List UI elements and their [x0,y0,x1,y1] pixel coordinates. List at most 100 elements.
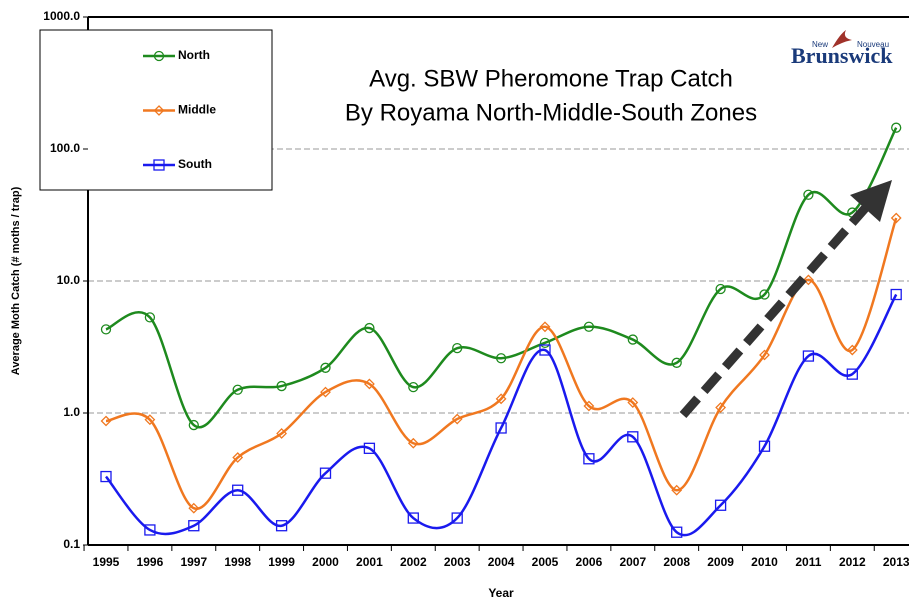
logo-icon [832,30,852,48]
x-tick-label: 2003 [444,555,471,569]
marker [671,357,682,368]
marker [408,381,419,393]
y-tick-label: 0.1 [63,537,80,551]
marker [759,289,770,300]
trend-arrow-head [850,180,892,222]
marker [407,512,419,524]
marker [100,415,112,427]
x-tick-label: 1996 [137,555,164,569]
legend-marker [153,105,165,116]
x-tick-label: 1995 [93,555,120,569]
logo-text: Brunswick [791,43,893,68]
marker [276,380,287,392]
marker [539,344,551,356]
y-tick-label: 1.0 [63,405,80,419]
marker [583,453,595,465]
marker [890,288,902,301]
marker [627,431,639,443]
x-tick-label: 2006 [576,555,603,569]
marker [452,342,463,354]
marker [539,321,551,333]
marker [232,452,244,463]
marker [275,520,288,532]
x-tick-label: 2013 [883,555,909,569]
marker [364,322,375,334]
x-tick-label: 2009 [707,555,734,569]
x-tick-label: 2005 [532,555,559,569]
marker [846,344,858,356]
x-tick-label: 2008 [663,555,690,569]
marker [803,189,814,200]
marker [890,212,902,224]
marker [759,349,770,361]
marker [320,386,331,398]
marker [144,524,156,536]
legend-items: North Middle South [143,48,216,171]
x-tick-label: 2001 [356,555,383,569]
marker [539,337,551,348]
marker [714,499,727,511]
marker [715,402,727,413]
marker [671,526,683,538]
marker [495,353,507,364]
marker [100,324,112,335]
series-line [105,217,898,510]
y-axis-title: Average Moth Catch (# moths / trap) [10,186,22,375]
marker [495,422,507,434]
x-tick-label: 2000 [312,555,339,569]
marker [583,400,595,412]
marker [758,440,771,452]
legend-label: North [178,48,210,62]
marker [144,312,156,323]
marker [188,502,200,514]
y-tick-label: 1000.0 [43,9,80,23]
marker [319,467,332,479]
marker [276,428,288,439]
y-tick-label: 100.0 [50,141,80,155]
marker [144,414,156,426]
marker [583,321,595,332]
legend-marker [153,50,165,62]
chart-title: Avg. SBW Pheromone Trap Catch [369,65,733,92]
logo-text: Nouveau [857,40,889,49]
marker [407,437,419,449]
logo: New Nouveau Brunswick [791,30,893,68]
marker [100,470,112,483]
legend-label: Middle [178,103,216,117]
legend-label: South [178,157,212,171]
marker [451,512,463,524]
series-line [105,293,898,537]
marker [451,413,463,425]
x-tick-label: 2010 [751,555,778,569]
marker [363,378,375,390]
marker [320,362,331,373]
series [100,122,902,538]
marker [188,419,199,431]
chart-subtitle: By Royama North-Middle-South Zones [345,99,757,126]
marker [188,520,200,532]
marker [846,368,858,380]
marker [802,274,814,286]
x-tick-label: 1999 [268,555,295,569]
marker [671,484,683,496]
marker [627,397,639,408]
marker [363,442,376,454]
x-tick-label: 1998 [224,555,251,569]
y-tick-label: 10.0 [57,273,81,287]
x-tick-label: 2002 [400,555,427,569]
legend-marker [153,159,165,171]
marker [232,384,243,395]
logo-text: New [812,40,828,49]
marker [495,393,507,405]
x-axis-title: Year [488,586,514,600]
marker [232,484,244,496]
marker [627,334,638,345]
x-tick-label: 2007 [619,555,646,569]
x-tick-label: 1997 [180,555,207,569]
x-tick-label: 2004 [488,555,515,569]
marker [715,283,726,295]
marker [891,122,902,133]
marker [802,350,815,362]
x-tick-label: 2011 [795,555,821,569]
